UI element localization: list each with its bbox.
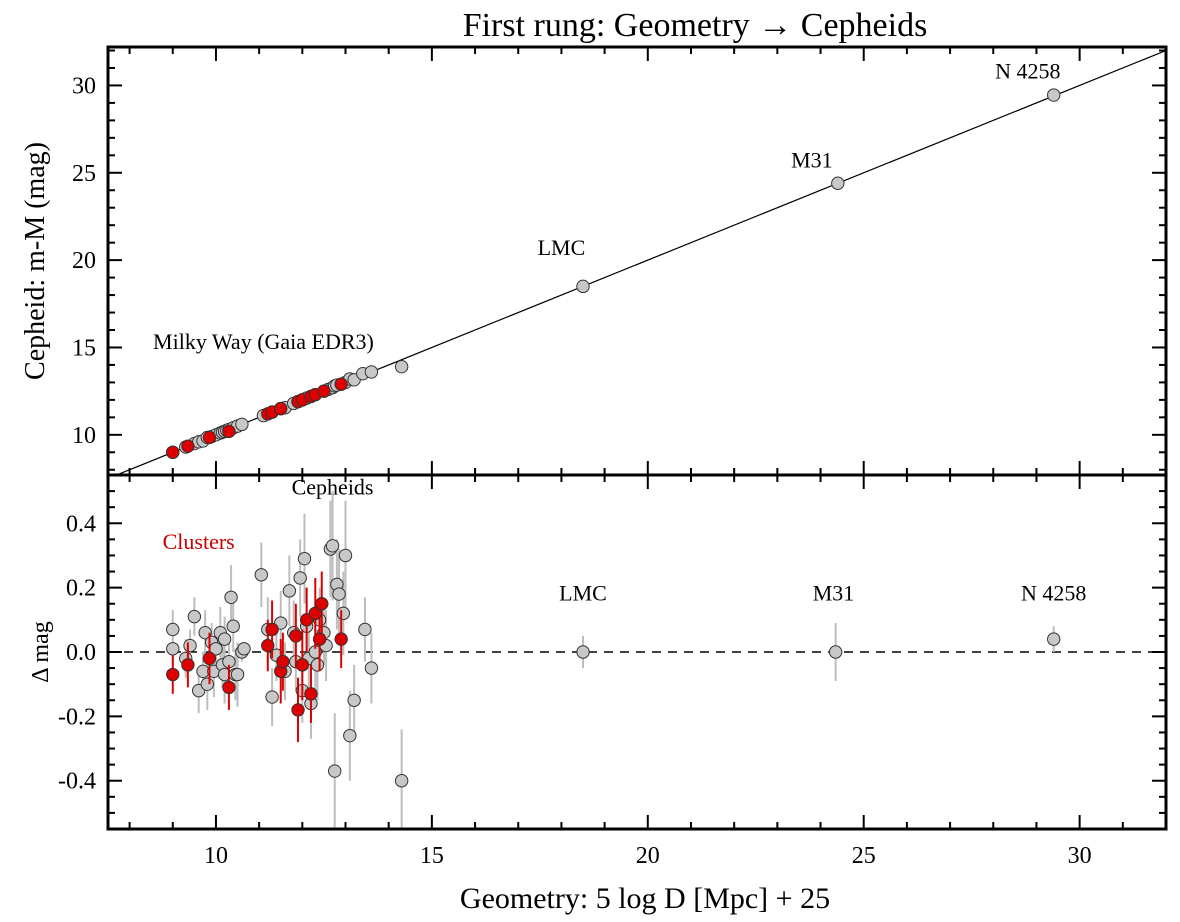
y-tick-label: 25 [72, 161, 96, 187]
cepheid-point [338, 548, 353, 563]
cluster-point [295, 658, 310, 672]
cluster-point [181, 658, 195, 672]
cluster-point [222, 680, 236, 695]
x-tick-label: 10 [204, 843, 228, 869]
x-tick-label: 30 [1068, 843, 1092, 869]
cepheid-point [166, 622, 180, 637]
annotation-m31: M31 [813, 581, 855, 606]
cluster-point [181, 439, 195, 453]
cepheid-point [332, 587, 346, 601]
annotation-n-4258: N 4258 [995, 58, 1060, 83]
series-clusters [166, 571, 348, 743]
cepheid-point [328, 764, 342, 778]
cepheid-point [1047, 632, 1061, 646]
cluster-point [276, 654, 290, 669]
cluster-point [315, 597, 329, 611]
y-tick-label: 30 [72, 73, 96, 99]
cepheid-point [200, 677, 215, 691]
top-panel: 10 15 20 25 30 Cepheid: m-M (mag) Milky Way (G… [20, 45, 1168, 477]
cluster-point [334, 632, 348, 646]
y-tick-label: -0.4 [58, 769, 96, 795]
annotation-milky-way-gaia-edr3: Milky Way (Gaia EDR3) [153, 329, 374, 354]
cluster-point [308, 606, 322, 621]
cepheid-point [394, 774, 409, 788]
annotation-n-4258: N 4258 [1021, 581, 1086, 606]
series-cepheids [166, 491, 1061, 829]
cepheid-point [224, 590, 238, 604]
cluster-point [166, 667, 180, 682]
cepheid-point [336, 606, 351, 621]
cluster-point [265, 622, 279, 637]
cepheid-point [310, 658, 325, 672]
cepheid-point [576, 279, 590, 294]
cluster-point [222, 424, 236, 439]
annotation-lmc: LMC [538, 235, 586, 260]
cluster-point [317, 384, 331, 398]
cepheid-point [358, 622, 372, 637]
y-tick-label: 20 [72, 248, 96, 274]
cluster-point [312, 632, 327, 646]
cepheid-point [831, 176, 845, 190]
cepheid-point [347, 693, 361, 707]
cepheid-point [265, 690, 279, 704]
cluster-point [334, 377, 348, 391]
cluster-point [274, 401, 288, 416]
cepheid-point [217, 632, 232, 646]
cepheid-point [235, 417, 249, 432]
chart-title: First rung: Geometry → Cepheids [463, 7, 928, 44]
cepheid-point [187, 609, 202, 624]
cepheid-point [254, 568, 269, 582]
cepheid-point [282, 584, 297, 598]
plot-area-top [115, 49, 1166, 475]
y-axis-label-top: Cepheid: m-M (mag) [20, 142, 51, 380]
annotation-lmc: LMC [559, 581, 607, 606]
cepheid-point [293, 571, 307, 585]
x-tick-label: 15 [420, 843, 444, 869]
cepheid-point [166, 642, 180, 656]
cepheid-point [364, 365, 379, 379]
annotation-clusters: Clusters [163, 529, 235, 554]
x-tick-label: 25 [852, 843, 876, 869]
cepheid-point [297, 551, 312, 566]
cluster-point [304, 687, 318, 701]
y-tick-label: 0.4 [66, 511, 96, 537]
y-tick-label: -0.2 [58, 704, 96, 730]
y-axis-label-bottom: Δ mag [28, 621, 54, 682]
y-tick-label: 10 [72, 423, 96, 449]
cepheid-point [576, 645, 590, 659]
cepheid-point [230, 667, 245, 682]
cepheid-point [343, 728, 357, 743]
cepheid-point [183, 638, 197, 653]
annotation-m31: M31 [791, 148, 833, 173]
y-tick-label: 0.2 [66, 576, 96, 602]
cepheid-point [394, 359, 409, 374]
x-axis-label: Geometry: 5 log D [Mpc] + 25 [460, 882, 830, 915]
cepheid-point [325, 539, 340, 553]
cluster-point [289, 629, 303, 643]
x-tick-label: 20 [636, 843, 660, 869]
cepheid-point [1047, 88, 1061, 102]
bottom-panel: -0.4 -0.2 0.0 0.2 0.4 10 15 20 25 30 Δ mag Cepheids… [28, 473, 1168, 869]
plot-area-bottom [108, 491, 1166, 829]
cepheid-point [237, 642, 251, 656]
cepheid-point [226, 619, 240, 633]
cepheid-point [364, 661, 379, 675]
cluster-point [202, 430, 217, 445]
annotation-cepheids: Cepheids [292, 474, 374, 499]
cluster-point [202, 651, 217, 666]
cluster-point [291, 703, 305, 717]
y-tick-label: 15 [72, 335, 96, 361]
y-tick-label: 0.0 [66, 640, 96, 666]
cluster-point [166, 445, 180, 459]
cepheid-point [198, 625, 212, 640]
cepheid-point [828, 645, 843, 659]
cluster-point [261, 638, 275, 653]
series-clusters [166, 377, 348, 459]
